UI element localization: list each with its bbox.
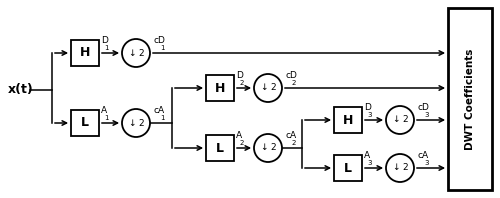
Text: A: A xyxy=(236,131,242,140)
Text: H: H xyxy=(80,47,90,60)
Text: 3: 3 xyxy=(368,160,372,166)
Circle shape xyxy=(386,154,414,182)
Circle shape xyxy=(122,39,150,67)
Text: $\downarrow$2: $\downarrow$2 xyxy=(127,47,145,57)
Text: $\downarrow$2: $\downarrow$2 xyxy=(391,113,409,125)
Text: x(t): x(t) xyxy=(8,84,34,96)
Bar xyxy=(71,110,99,136)
Text: A: A xyxy=(364,151,370,160)
Text: 3: 3 xyxy=(424,160,428,166)
Text: 1: 1 xyxy=(160,45,164,51)
Circle shape xyxy=(122,109,150,137)
Bar xyxy=(71,40,99,66)
Bar xyxy=(448,8,492,190)
Circle shape xyxy=(254,74,282,102)
Text: DWT Coefficients: DWT Coefficients xyxy=(465,48,475,150)
Circle shape xyxy=(386,106,414,134)
Bar xyxy=(334,107,362,133)
Text: cD: cD xyxy=(153,36,165,45)
Text: D: D xyxy=(236,71,243,80)
Text: $\downarrow$2: $\downarrow$2 xyxy=(259,142,277,152)
Text: $\downarrow$2: $\downarrow$2 xyxy=(391,162,409,172)
Text: cA: cA xyxy=(153,106,164,115)
Circle shape xyxy=(254,134,282,162)
Text: 2: 2 xyxy=(292,80,296,86)
Bar xyxy=(334,155,362,181)
Text: cD: cD xyxy=(417,103,429,112)
Text: 1: 1 xyxy=(104,115,109,121)
Text: 3: 3 xyxy=(368,112,372,118)
Text: L: L xyxy=(344,162,352,174)
Text: H: H xyxy=(215,82,225,94)
Text: 1: 1 xyxy=(104,45,109,51)
Text: A: A xyxy=(101,106,107,115)
Bar xyxy=(206,75,234,101)
Text: $\downarrow$2: $\downarrow$2 xyxy=(259,82,277,92)
Text: D: D xyxy=(101,36,108,45)
Text: 2: 2 xyxy=(292,140,296,146)
Text: 2: 2 xyxy=(240,140,244,146)
Text: D: D xyxy=(364,103,371,112)
Text: cA: cA xyxy=(285,131,296,140)
Text: 3: 3 xyxy=(424,112,428,118)
Text: cA: cA xyxy=(417,151,428,160)
Text: H: H xyxy=(343,113,353,127)
Text: 1: 1 xyxy=(160,115,164,121)
Text: 2: 2 xyxy=(240,80,244,86)
Bar xyxy=(206,135,234,161)
Text: cD: cD xyxy=(285,71,297,80)
Text: $\downarrow$2: $\downarrow$2 xyxy=(127,116,145,128)
Text: L: L xyxy=(81,116,89,129)
Text: L: L xyxy=(216,142,224,154)
